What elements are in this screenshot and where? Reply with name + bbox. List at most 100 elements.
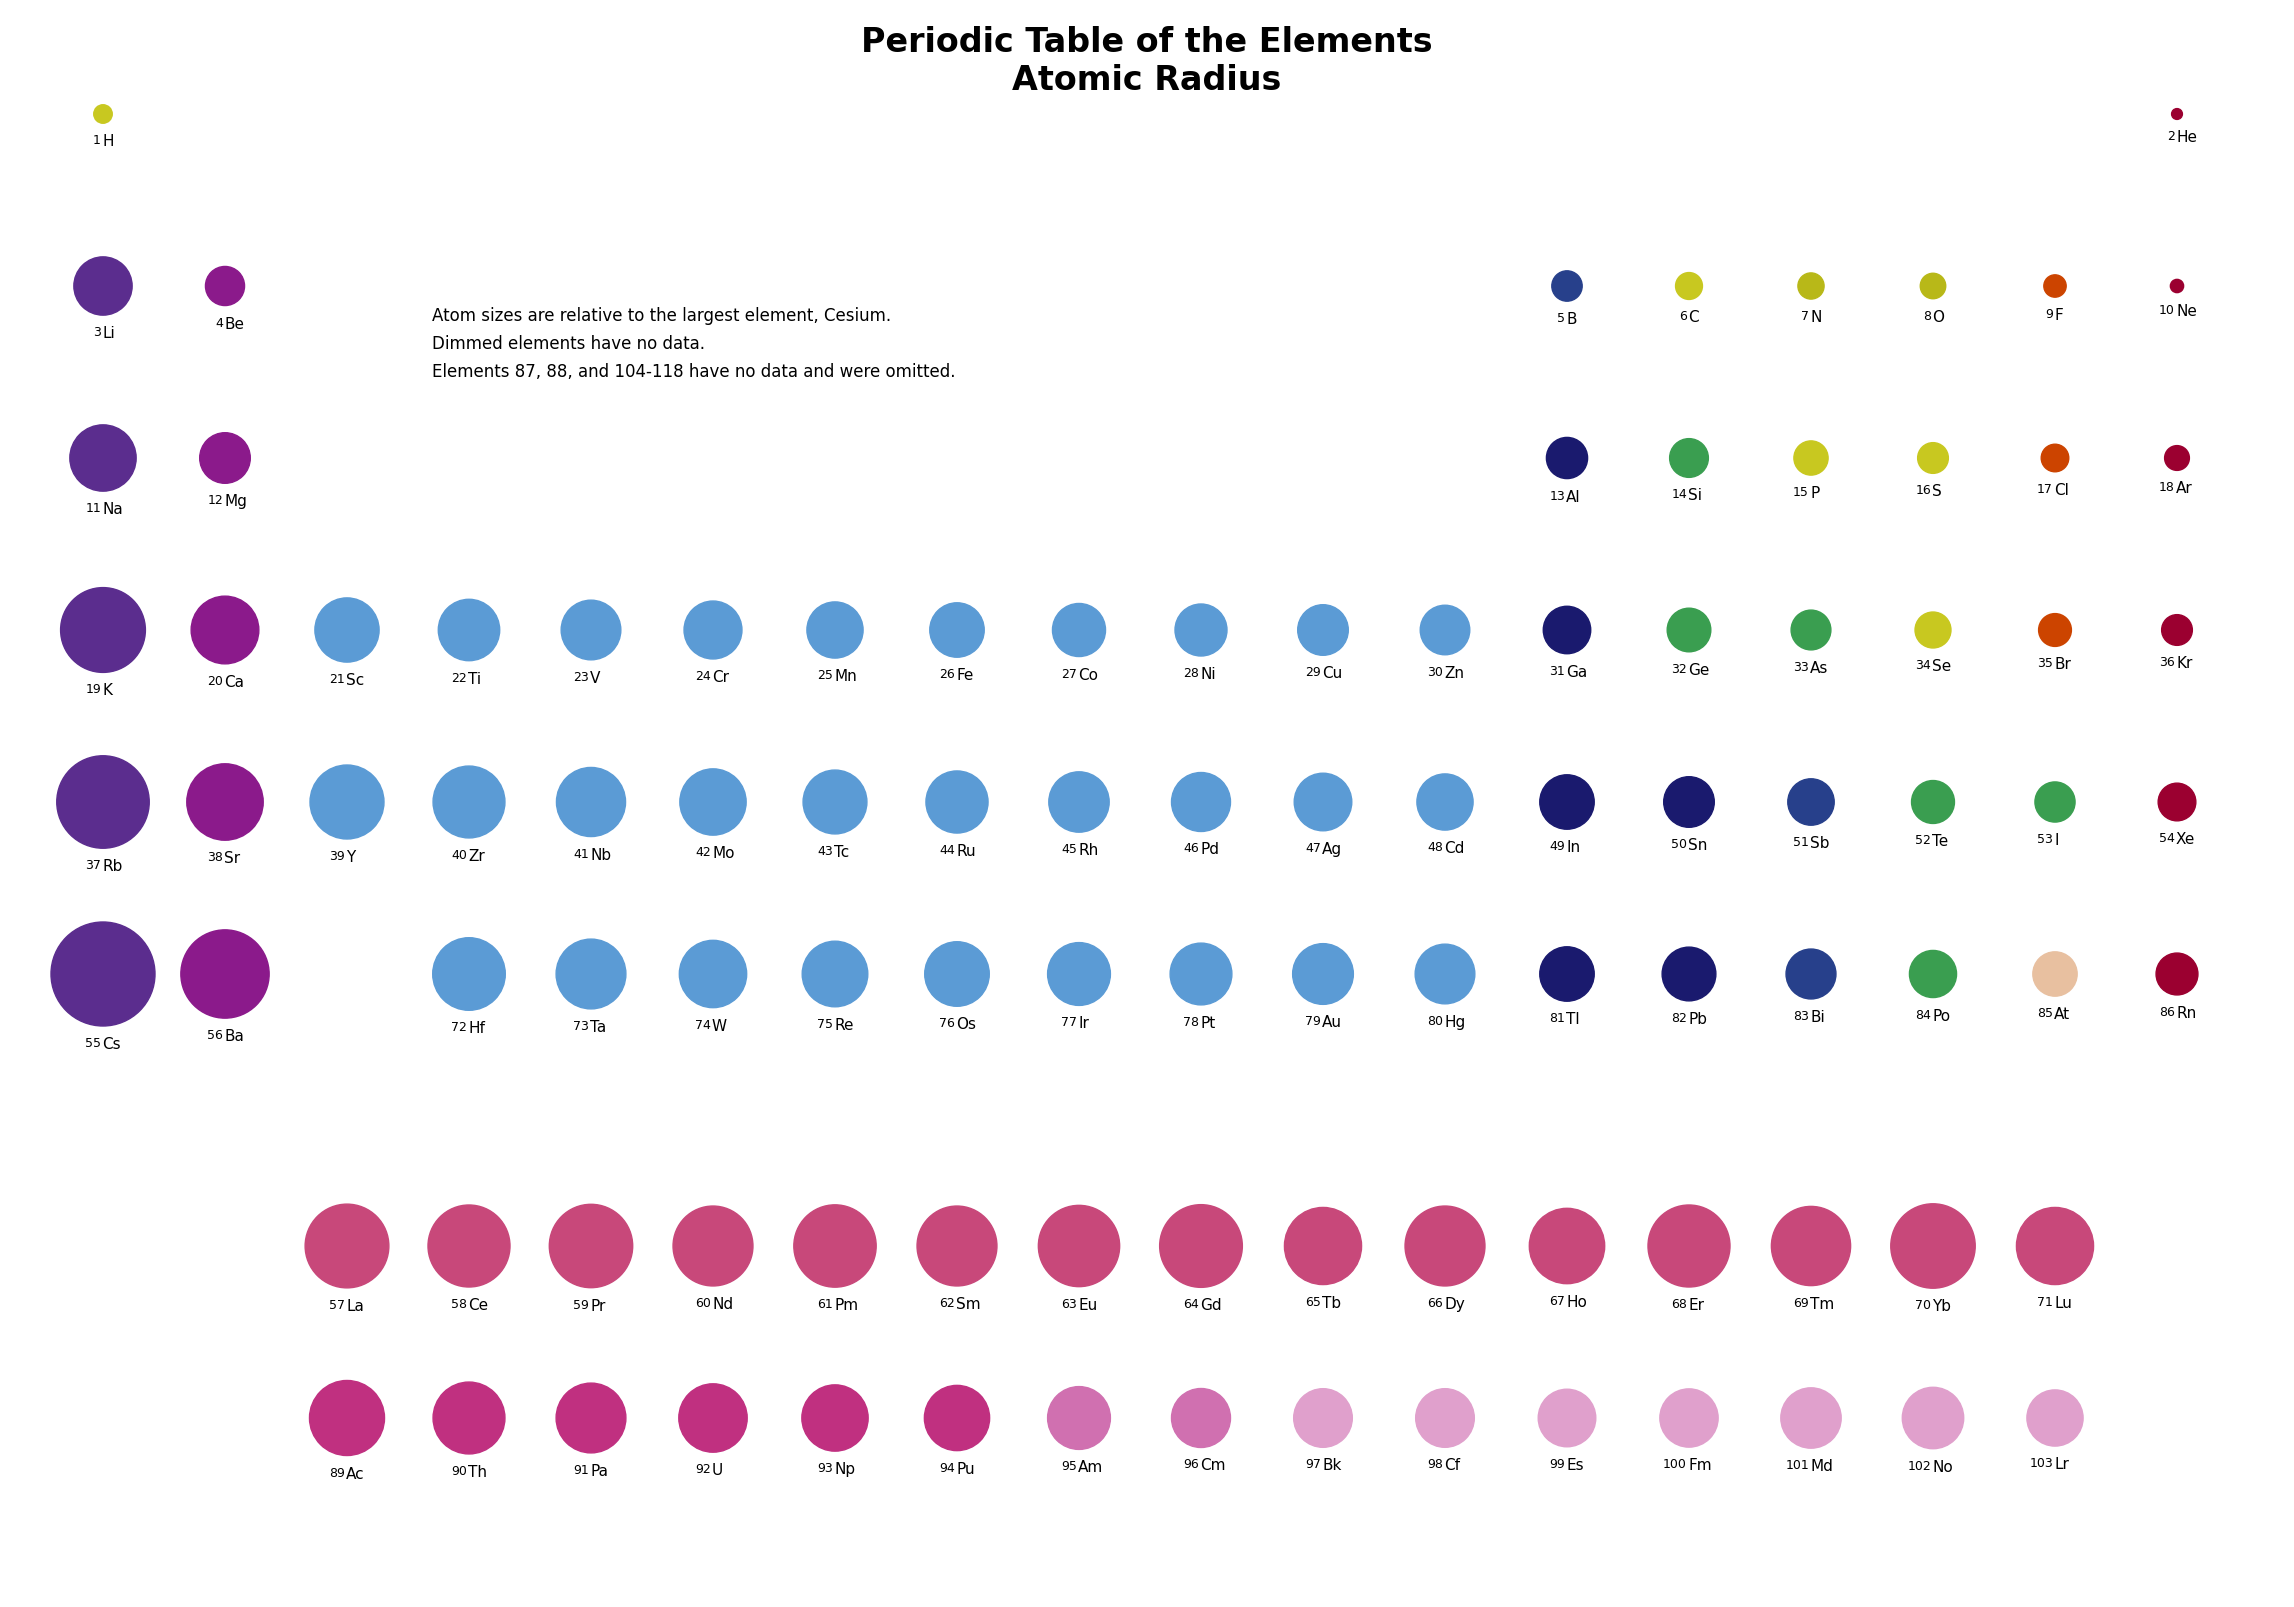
Text: 27: 27 bbox=[1062, 667, 1076, 680]
Text: 38: 38 bbox=[206, 850, 223, 863]
Text: 93: 93 bbox=[817, 1461, 833, 1474]
Text: Ni: Ni bbox=[1200, 667, 1216, 681]
Text: Cu: Cu bbox=[1321, 665, 1342, 681]
Text: 64: 64 bbox=[1184, 1297, 1200, 1311]
Text: Ba: Ba bbox=[225, 1028, 243, 1043]
Text: 70: 70 bbox=[1915, 1298, 1932, 1311]
Circle shape bbox=[94, 106, 112, 124]
Text: V: V bbox=[590, 670, 601, 686]
Text: 13: 13 bbox=[1548, 489, 1565, 503]
Text: 60: 60 bbox=[695, 1297, 711, 1310]
Text: 68: 68 bbox=[1670, 1297, 1686, 1310]
Text: H: H bbox=[101, 133, 112, 149]
Circle shape bbox=[57, 757, 149, 848]
Text: 41: 41 bbox=[574, 847, 590, 860]
Circle shape bbox=[1792, 611, 1831, 651]
Text: 33: 33 bbox=[1794, 660, 1810, 673]
Text: Mn: Mn bbox=[835, 669, 856, 683]
Text: 78: 78 bbox=[1184, 1016, 1200, 1028]
Text: Pu: Pu bbox=[957, 1461, 975, 1475]
Circle shape bbox=[1544, 607, 1590, 654]
Circle shape bbox=[429, 1205, 509, 1287]
Text: Ti: Ti bbox=[468, 672, 482, 686]
Circle shape bbox=[434, 938, 505, 1011]
Circle shape bbox=[1794, 442, 1828, 476]
Text: 24: 24 bbox=[695, 670, 711, 683]
Circle shape bbox=[1798, 273, 1824, 301]
Text: 5: 5 bbox=[1558, 312, 1565, 325]
Text: 16: 16 bbox=[1915, 484, 1932, 497]
Text: Bk: Bk bbox=[1321, 1458, 1342, 1472]
Circle shape bbox=[1161, 1205, 1243, 1287]
Circle shape bbox=[2035, 783, 2076, 823]
Text: 32: 32 bbox=[1672, 662, 1686, 675]
Circle shape bbox=[1170, 943, 1232, 1006]
Circle shape bbox=[1661, 1388, 1718, 1448]
Text: 84: 84 bbox=[1915, 1008, 1932, 1020]
Text: 17: 17 bbox=[2037, 482, 2053, 495]
Text: P: P bbox=[1810, 485, 1819, 501]
Circle shape bbox=[924, 942, 989, 1006]
Circle shape bbox=[314, 598, 379, 662]
Text: 12: 12 bbox=[206, 493, 223, 506]
Text: In: In bbox=[1567, 840, 1581, 855]
Circle shape bbox=[679, 940, 746, 1008]
Text: Ar: Ar bbox=[2177, 480, 2193, 497]
Text: Periodic Table of the Elements: Periodic Table of the Elements bbox=[860, 26, 1434, 58]
Text: 2: 2 bbox=[2168, 130, 2175, 143]
Text: Nb: Nb bbox=[590, 847, 610, 861]
Text: 7: 7 bbox=[1801, 310, 1810, 323]
Text: 103: 103 bbox=[2030, 1456, 2053, 1469]
Text: Rh: Rh bbox=[1078, 842, 1099, 858]
Text: Er: Er bbox=[1688, 1297, 1704, 1313]
Text: Dy: Dy bbox=[1443, 1297, 1466, 1311]
Text: 45: 45 bbox=[1062, 842, 1076, 855]
Text: 29: 29 bbox=[1305, 665, 1321, 678]
Text: 94: 94 bbox=[938, 1461, 954, 1474]
Text: Re: Re bbox=[835, 1017, 853, 1032]
Text: 65: 65 bbox=[1305, 1295, 1321, 1308]
Circle shape bbox=[1551, 272, 1583, 302]
Text: Cm: Cm bbox=[1200, 1458, 1225, 1472]
Text: Ho: Ho bbox=[1567, 1294, 1587, 1308]
Text: 76: 76 bbox=[938, 1017, 954, 1030]
Text: 23: 23 bbox=[574, 670, 590, 683]
Text: 15: 15 bbox=[1794, 485, 1810, 498]
Circle shape bbox=[1675, 273, 1702, 301]
Circle shape bbox=[1048, 773, 1110, 832]
Text: Lu: Lu bbox=[2053, 1295, 2071, 1310]
Text: 48: 48 bbox=[1427, 840, 1443, 853]
Circle shape bbox=[555, 1384, 626, 1453]
Circle shape bbox=[1787, 779, 1835, 826]
Text: Sc: Sc bbox=[346, 673, 365, 688]
Text: Y: Y bbox=[346, 850, 356, 865]
Text: 57: 57 bbox=[328, 1298, 344, 1311]
Circle shape bbox=[50, 922, 156, 1027]
Text: S: S bbox=[1932, 484, 1941, 500]
Text: 42: 42 bbox=[695, 845, 711, 858]
Circle shape bbox=[803, 771, 867, 834]
Text: Kr: Kr bbox=[2177, 656, 2193, 672]
Circle shape bbox=[1172, 1388, 1230, 1448]
Text: Ag: Ag bbox=[1321, 842, 1342, 857]
Text: Md: Md bbox=[1810, 1458, 1833, 1474]
Text: 82: 82 bbox=[1670, 1011, 1686, 1024]
Text: Zn: Zn bbox=[1443, 665, 1464, 680]
Text: 77: 77 bbox=[1062, 1016, 1076, 1028]
Text: Sr: Sr bbox=[225, 850, 241, 866]
Text: Fm: Fm bbox=[1688, 1458, 1711, 1472]
Circle shape bbox=[305, 1204, 390, 1289]
Text: Tb: Tb bbox=[1321, 1295, 1342, 1310]
Text: F: F bbox=[2053, 309, 2062, 323]
Text: 74: 74 bbox=[695, 1019, 711, 1032]
Text: Atom sizes are relative to the largest element, Cesium.
Dimmed elements have no : Atom sizes are relative to the largest e… bbox=[431, 307, 957, 381]
Text: Sb: Sb bbox=[1810, 836, 1831, 850]
Circle shape bbox=[1530, 1208, 1606, 1284]
Text: 22: 22 bbox=[452, 672, 468, 685]
Text: 56: 56 bbox=[206, 1028, 223, 1041]
Text: Sm: Sm bbox=[957, 1297, 980, 1311]
Text: Fe: Fe bbox=[957, 669, 973, 683]
Text: 73: 73 bbox=[574, 1019, 590, 1032]
Circle shape bbox=[1920, 275, 1945, 299]
Text: 55: 55 bbox=[85, 1037, 101, 1049]
